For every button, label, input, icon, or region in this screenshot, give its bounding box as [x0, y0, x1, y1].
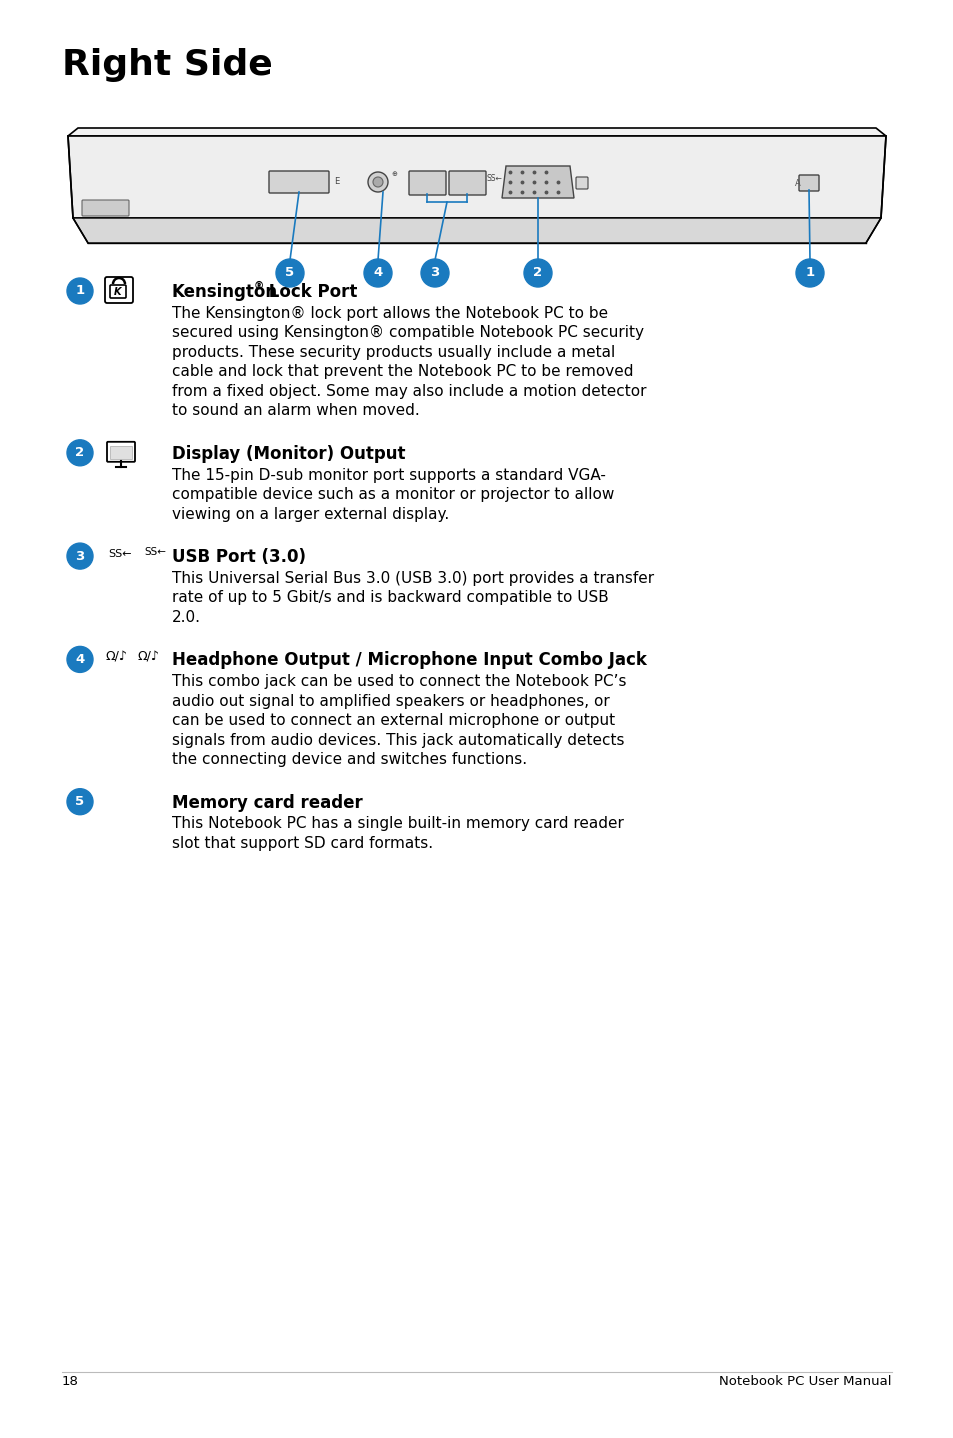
- Circle shape: [795, 259, 823, 288]
- Circle shape: [67, 647, 92, 673]
- Text: This combo jack can be used to connect the Notebook PC’s: This combo jack can be used to connect t…: [172, 674, 626, 689]
- Circle shape: [373, 177, 382, 187]
- Text: signals from audio devices. This jack automatically detects: signals from audio devices. This jack au…: [172, 733, 624, 748]
- Text: SS←: SS←: [144, 546, 166, 557]
- Polygon shape: [501, 165, 574, 198]
- FancyBboxPatch shape: [449, 171, 485, 196]
- Text: 4: 4: [75, 653, 85, 666]
- FancyBboxPatch shape: [576, 177, 587, 188]
- Circle shape: [67, 440, 92, 466]
- FancyBboxPatch shape: [110, 285, 126, 298]
- Text: Ω/♪: Ω/♪: [106, 651, 128, 664]
- Circle shape: [67, 544, 92, 569]
- Text: audio out signal to amplified speakers or headphones, or: audio out signal to amplified speakers o…: [172, 693, 609, 709]
- Text: can be used to connect an external microphone or output: can be used to connect an external micro…: [172, 713, 615, 728]
- Text: A: A: [794, 178, 800, 187]
- Text: Ω/♪: Ω/♪: [138, 650, 160, 663]
- Circle shape: [523, 259, 552, 288]
- Text: 1: 1: [804, 266, 814, 279]
- Text: slot that support SD card formats.: slot that support SD card formats.: [172, 835, 433, 851]
- Text: secured using Kensington® compatible Notebook PC security: secured using Kensington® compatible Not…: [172, 325, 643, 341]
- Text: Memory card reader: Memory card reader: [172, 794, 362, 811]
- Text: 5: 5: [285, 266, 294, 279]
- Text: The 15-pin D-sub monitor port supports a standard VGA-: The 15-pin D-sub monitor port supports a…: [172, 467, 605, 483]
- FancyBboxPatch shape: [82, 200, 129, 216]
- Text: ⊕: ⊕: [391, 171, 396, 177]
- Text: rate of up to 5 Gbit/s and is backward compatible to USB: rate of up to 5 Gbit/s and is backward c…: [172, 591, 608, 605]
- Text: products. These security products usually include a metal: products. These security products usuall…: [172, 345, 615, 360]
- Text: This Notebook PC has a single built-in memory card reader: This Notebook PC has a single built-in m…: [172, 817, 623, 831]
- FancyBboxPatch shape: [110, 446, 132, 459]
- Circle shape: [67, 788, 92, 815]
- Text: Lock Port: Lock Port: [263, 283, 357, 301]
- Text: This Universal Serial Bus 3.0 (USB 3.0) port provides a transfer: This Universal Serial Bus 3.0 (USB 3.0) …: [172, 571, 654, 585]
- Text: cable and lock that prevent the Notebook PC to be removed: cable and lock that prevent the Notebook…: [172, 364, 633, 380]
- Polygon shape: [68, 128, 885, 137]
- Text: 2: 2: [533, 266, 542, 279]
- Polygon shape: [68, 137, 885, 219]
- Text: compatible device such as a monitor or projector to allow: compatible device such as a monitor or p…: [172, 487, 614, 502]
- Circle shape: [420, 259, 449, 288]
- FancyBboxPatch shape: [409, 171, 446, 196]
- Text: 18: 18: [62, 1375, 79, 1388]
- FancyBboxPatch shape: [105, 278, 132, 303]
- FancyBboxPatch shape: [107, 441, 135, 462]
- Text: Kensington: Kensington: [172, 283, 278, 301]
- Circle shape: [275, 259, 304, 288]
- Polygon shape: [73, 219, 880, 243]
- Text: 5: 5: [75, 795, 85, 808]
- Circle shape: [368, 173, 388, 193]
- Text: 2.0.: 2.0.: [172, 610, 201, 626]
- Text: Right Side: Right Side: [62, 47, 273, 82]
- Text: Notebook PC User Manual: Notebook PC User Manual: [719, 1375, 891, 1388]
- Text: SS←: SS←: [108, 549, 132, 559]
- Text: SS←: SS←: [486, 174, 502, 183]
- Text: 1: 1: [75, 285, 85, 298]
- Circle shape: [67, 278, 92, 303]
- Text: viewing on a larger external display.: viewing on a larger external display.: [172, 506, 449, 522]
- Text: 3: 3: [430, 266, 439, 279]
- Text: 4: 4: [373, 266, 382, 279]
- Text: Headphone Output / Microphone Input Combo Jack: Headphone Output / Microphone Input Comb…: [172, 651, 646, 670]
- Circle shape: [364, 259, 392, 288]
- Text: 2: 2: [75, 446, 85, 459]
- Text: the connecting device and switches functions.: the connecting device and switches funct…: [172, 752, 527, 768]
- Text: USB Port (3.0): USB Port (3.0): [172, 548, 306, 567]
- Text: K: K: [114, 288, 122, 298]
- FancyBboxPatch shape: [269, 171, 329, 193]
- Text: Display (Monitor) Output: Display (Monitor) Output: [172, 444, 405, 463]
- Text: from a fixed object. Some may also include a motion detector: from a fixed object. Some may also inclu…: [172, 384, 646, 398]
- Text: 3: 3: [75, 549, 85, 562]
- Text: E: E: [334, 177, 339, 187]
- Text: The Kensington® lock port allows the Notebook PC to be: The Kensington® lock port allows the Not…: [172, 306, 607, 321]
- FancyBboxPatch shape: [799, 175, 818, 191]
- Text: to sound an alarm when moved.: to sound an alarm when moved.: [172, 403, 419, 418]
- Text: ®: ®: [253, 280, 264, 290]
